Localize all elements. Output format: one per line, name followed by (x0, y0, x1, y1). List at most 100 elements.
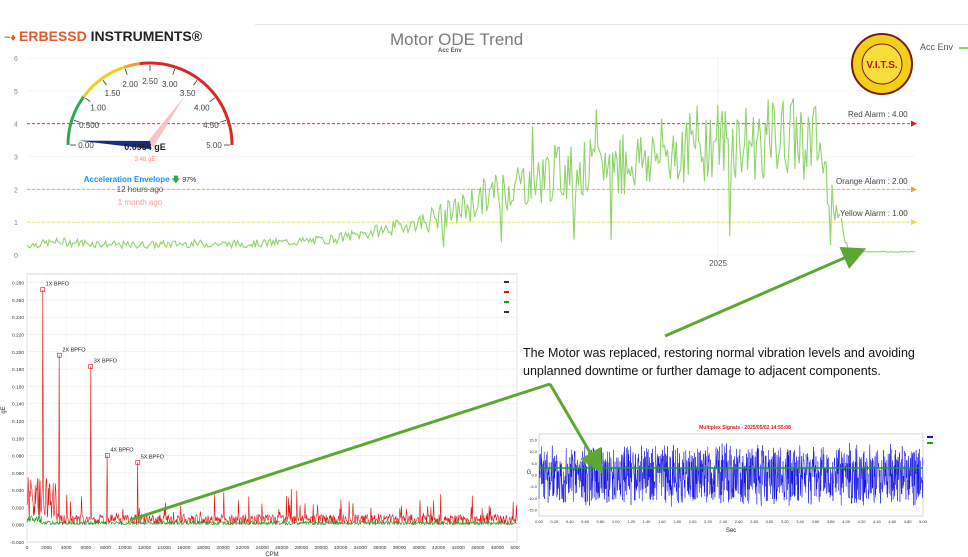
trend-legend[interactable]: Acc Env (920, 42, 968, 52)
spectrum-y-tick-label: 0.060 (12, 471, 24, 477)
gauge-tick (193, 80, 198, 86)
spectrum-x-tick-label: 40000 (412, 545, 426, 551)
spectrum-peak-label: 1X BPFO (46, 282, 70, 288)
gauge-current-needle (78, 140, 151, 149)
waveform-x-tick-label: 0.00 (535, 519, 544, 524)
waveform-x-tick-label: 0.40 (566, 519, 575, 524)
gauge-tick (73, 119, 80, 123)
gauge-arc-segment (139, 61, 234, 146)
trend-y-tick-label: 5 (14, 89, 18, 96)
spectrum-x-tick-label: 22000 (236, 545, 250, 551)
spectrum-peak-marker (105, 453, 110, 458)
spectrum-x-tick-label: 42000 (432, 545, 446, 551)
trend-title: Motor ODE Trend (390, 30, 524, 49)
spectrum-peak-marker (57, 352, 62, 358)
spectrum-peak-label: 3X BPFO (94, 359, 118, 365)
spectrum-x-tick-label: 28000 (295, 545, 309, 551)
spectrum-peak-label: 2X BPFO (62, 347, 86, 353)
alarm-arrow-icon (911, 120, 917, 127)
gauge-previous-needle (146, 96, 185, 148)
waveform-x-tick-label: 4.20 (858, 519, 867, 524)
spectrum-green-series (26, 515, 518, 526)
gauge-current-value: 0.0954 gE (124, 142, 166, 152)
waveform-x-tick-label: 2.80 (750, 519, 759, 524)
gauge-tick-label: 4.50 (203, 121, 219, 130)
spectrum-x-tick-label: 4000 (61, 545, 72, 551)
gauge-previous-value: 3.48 gE (134, 157, 156, 163)
waveform-x-tick-label: 3.40 (796, 519, 805, 524)
down-arrow-icon: 🡇 (171, 175, 181, 184)
gauge-tick-label: 0.500 (79, 121, 100, 130)
trend-x-label: 2025 (709, 259, 727, 268)
trend-series-line (26, 98, 916, 255)
trend-y-tick-label: 0 (14, 253, 18, 260)
spectrum-peak-label: 4X BPFO (110, 448, 134, 454)
spectrum-chart: -0.020 0.000 0.020 0.040 0.060 0.080 0.100 0.12… (1, 273, 520, 557)
spectrum-x-tick-label: 0 (26, 545, 29, 551)
spectrum-x-tick-label: 48000 (491, 545, 505, 551)
yellow-alarm-label: Yellow Alarm : 1.00 (840, 209, 908, 218)
waveform-title: Multiplex Signals - 2025/05/02 14:55:08 (699, 425, 791, 431)
trend-top-border (255, 24, 968, 25)
spectrum-y-tick-label: -0.020 (10, 540, 24, 546)
waveform-x-tick-label: 1.20 (627, 519, 636, 524)
alarm-arrow-icon (911, 186, 917, 193)
red-alarm-label: Red Alarm : 4.00 (848, 110, 908, 119)
spectrum-x-tick-label: 50000 (510, 545, 520, 551)
spectrum-plot-area (26, 273, 518, 543)
waveform-x-tick-label: 3.60 (812, 519, 821, 524)
trend-chart: 0 1 2 3 4 5 6 2025 0.00 0.500 1.00 1.502.00 2.50 3.… (14, 24, 968, 268)
spectrum-x-tick-label: 14000 (158, 545, 172, 551)
annotation-note: The Motor was replaced, restoring normal… (523, 346, 915, 378)
waveform-x-tick-label: 4.00 (842, 519, 851, 524)
gauge-tick (220, 119, 227, 123)
gauge-tick-label: 2.50 (142, 77, 158, 86)
waveform-x-tick-label: 1.60 (658, 519, 667, 524)
spectrum-x-tick-label: 34000 (354, 545, 368, 551)
trend-y-ticks: 0 1 2 3 4 5 6 (14, 56, 18, 260)
waveform-x-label: Sec (726, 528, 736, 534)
spectrum-legend-swatch (504, 291, 509, 293)
spectrum-y-tick-label: 0.140 (12, 402, 24, 408)
waveform-chart: Multiplex Signals - 2025/05/02 14:55:08 … (527, 425, 933, 534)
waveform-y-tick-label: 10.0 (529, 449, 538, 454)
gauge-parameter-name: Acceleration Envelope (83, 175, 170, 184)
waveform-legend (927, 436, 933, 444)
waveform-x-tick-label: 2.00 (689, 519, 698, 524)
gauge-arc-segment (82, 65, 126, 98)
logo-wave-icon: ~♦ (4, 32, 17, 44)
spectrum-y-tick-label: 0.120 (12, 419, 24, 425)
spectrum-x-tick-label: 8000 (100, 545, 111, 551)
gauge: 0.00 0.500 1.00 1.502.00 2.50 3.003.50 4.00 4.5… (66, 61, 234, 150)
gauge-tick-label: 2.00 (122, 80, 138, 89)
waveform-x-tick-label: 4.40 (873, 519, 882, 524)
trend-subtitle: Acc Env (438, 48, 462, 54)
spectrum-peak-marker (40, 287, 45, 292)
waveform-x-tick-label: 1.00 (612, 519, 621, 524)
spectrum-y-tick-label: 0.000 (12, 523, 24, 529)
spectrum-y-ticks: -0.020 0.000 0.020 0.040 0.060 0.080 0.100 0.12… (10, 281, 24, 546)
waveform-x-tick-label: 3.20 (781, 519, 790, 524)
spectrum-legend (504, 281, 509, 313)
gauge-tick-label: 4.00 (194, 103, 210, 112)
spectrum-y-tick-label: 0.200 (12, 350, 24, 356)
gauge-tick-label: 5.00 (206, 141, 222, 150)
waveform-y-tick-label: -10.0 (528, 496, 538, 501)
spectrum-x-label: CPM (265, 552, 278, 557)
waveform-signal (538, 442, 924, 507)
spectrum-y-tick-label: 0.240 (12, 315, 24, 321)
waveform-y-tick-label: 15.0 (529, 437, 538, 442)
gauge-tick-label: 1.50 (105, 89, 121, 98)
gauge-tick (102, 80, 107, 86)
legend-swatch (958, 46, 968, 49)
logo-instruments-text: INSTRUMENTS® (86, 28, 203, 44)
waveform-x-tick-label: 2.40 (719, 519, 728, 524)
trend-y-tick-label: 6 (14, 56, 18, 63)
waveform-x-ticks: 0.00 0.20 0.40 0.60 0.80 1.00 1.20 1.40 1.60 1.80… (535, 519, 928, 524)
waveform-x-tick-label: 1.80 (673, 519, 682, 524)
waveform-y-tick-label: 0.0 (531, 473, 537, 478)
trend-panel: 0 1 2 3 4 5 6 2025 0.00 0.500 1.00 1.50 2.00 2.50 3.… (0, 0, 968, 270)
waveform-x-tick-label: 3.00 (766, 519, 775, 524)
gauge-arc-segment (66, 95, 85, 146)
spectrum-y-tick-label: 0.280 (12, 281, 24, 287)
